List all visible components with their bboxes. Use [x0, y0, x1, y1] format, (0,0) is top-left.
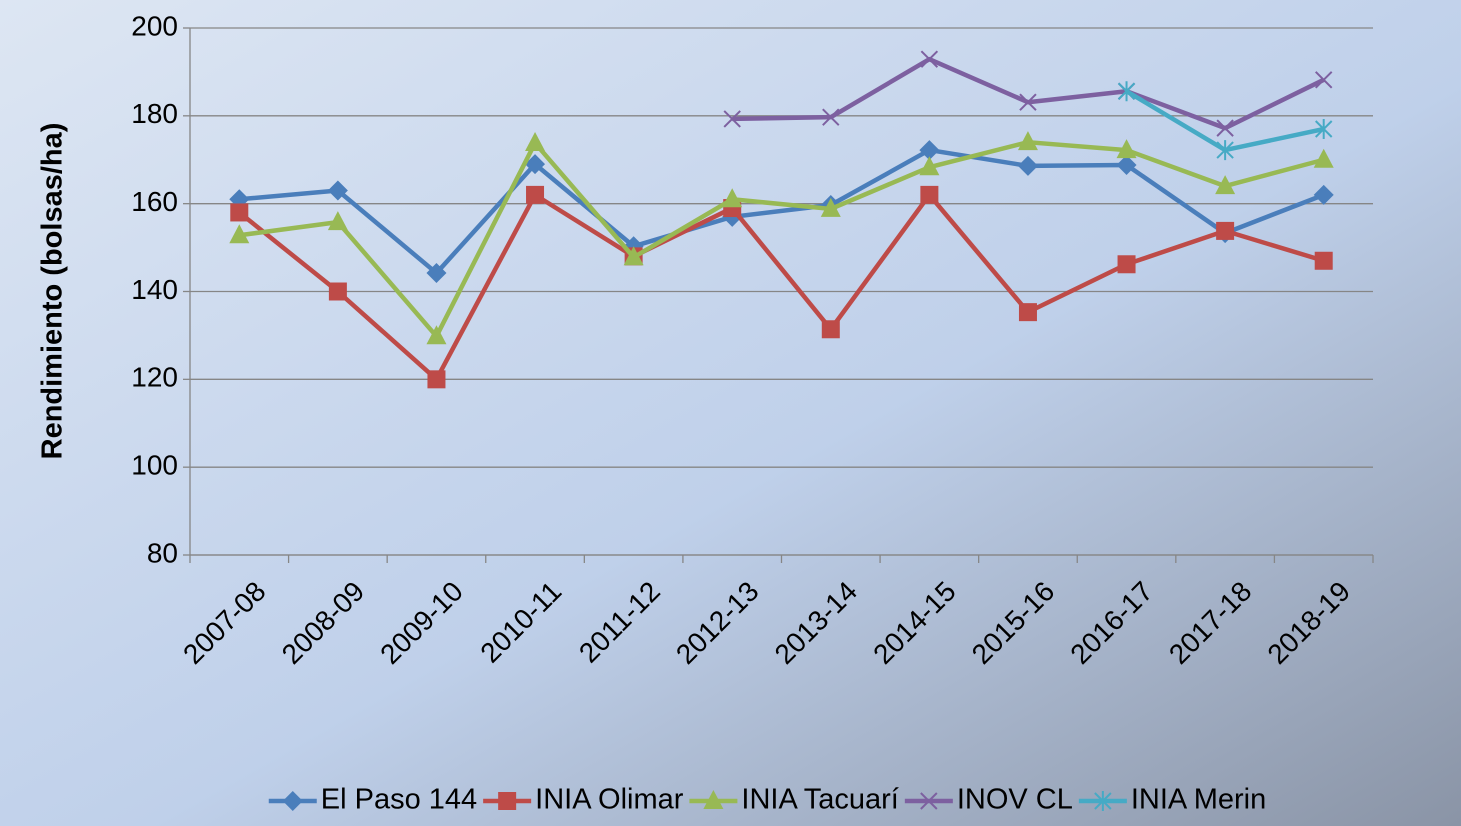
legend-label: INOV CL — [957, 784, 1073, 816]
marker — [1216, 140, 1234, 161]
marker — [1315, 119, 1333, 140]
marker — [525, 154, 546, 175]
marker — [426, 263, 447, 284]
marker — [722, 188, 743, 208]
marker — [230, 203, 249, 222]
marker — [427, 370, 446, 389]
legend-item: INIA Merin — [1078, 784, 1266, 816]
series-line — [237, 192, 1325, 382]
marker — [820, 197, 841, 217]
marker — [526, 185, 545, 204]
marker — [1216, 221, 1235, 240]
y-tick-label: 80 — [147, 537, 178, 568]
marker — [1116, 155, 1137, 176]
legend: El Paso 144 INIA Olimar INIA Tacuarí INOV C… — [268, 784, 1266, 816]
legend-item: INIA Tacuarí — [689, 784, 899, 816]
marker — [1314, 251, 1333, 270]
marker — [1017, 155, 1038, 176]
marker — [1313, 184, 1334, 205]
marker — [919, 156, 940, 176]
marker — [1018, 303, 1037, 322]
marker — [920, 50, 939, 68]
marker — [1117, 255, 1136, 274]
marker — [703, 790, 724, 809]
legend-label: INIA Olimar — [535, 784, 684, 816]
marker — [1019, 93, 1037, 111]
y-tick-label: 100 — [131, 450, 178, 481]
marker — [919, 140, 940, 161]
marker — [498, 792, 517, 810]
marker — [1313, 148, 1334, 168]
series-line — [238, 139, 1325, 339]
legend-item: El Paso 144 — [268, 784, 477, 816]
y-tick-label: 140 — [131, 274, 178, 305]
y-tick-label: 200 — [131, 10, 178, 41]
marker — [623, 246, 644, 266]
legend-label: INIA Tacuarí — [741, 784, 898, 816]
marker — [328, 282, 347, 301]
marker — [327, 180, 348, 201]
marker — [1215, 175, 1236, 195]
legend-item: INIA Olimar — [483, 784, 684, 816]
marker — [1017, 131, 1038, 151]
marker — [229, 224, 250, 244]
marker — [723, 110, 741, 128]
marker — [920, 185, 939, 204]
legend-label: INIA Merin — [1131, 784, 1266, 816]
legend-item: INOV CL — [904, 784, 1073, 816]
marker — [327, 211, 348, 231]
marker — [1216, 119, 1234, 137]
y-axis-title: Rendimiento (bolsas/ha) — [37, 123, 69, 460]
marker — [282, 791, 303, 811]
marker — [1116, 139, 1137, 159]
y-tick-label: 120 — [131, 362, 178, 393]
marker — [1315, 71, 1333, 89]
marker — [1117, 81, 1136, 102]
marker — [821, 320, 840, 339]
marker — [1094, 791, 1112, 811]
y-tick-label: 180 — [131, 98, 178, 129]
marker — [920, 792, 938, 810]
series-line — [239, 147, 1325, 276]
legend-label: El Paso 144 — [321, 784, 477, 816]
marker — [822, 108, 840, 126]
marker — [525, 132, 546, 152]
marker — [426, 325, 447, 345]
y-tick-label: 160 — [131, 186, 178, 217]
